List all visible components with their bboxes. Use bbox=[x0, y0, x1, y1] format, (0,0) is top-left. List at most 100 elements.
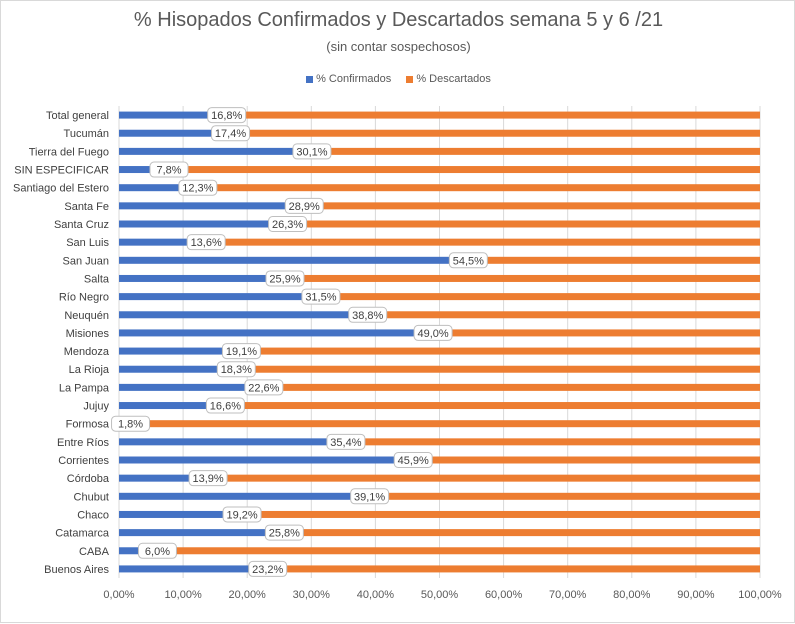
data-label: 31,5% bbox=[305, 292, 336, 304]
category-label: Corrientes bbox=[58, 455, 109, 467]
data-label: 45,9% bbox=[398, 455, 429, 467]
bar-confirmados bbox=[119, 293, 321, 301]
category-label: Catamarca bbox=[55, 528, 110, 540]
bar-descartados bbox=[197, 184, 760, 192]
bar-descartados bbox=[304, 202, 760, 210]
category-label: La Rioja bbox=[69, 364, 110, 376]
bar-descartados bbox=[287, 220, 760, 228]
bar-confirmados bbox=[119, 274, 286, 282]
category-label: Córdoba bbox=[67, 473, 110, 485]
bar-descartados bbox=[230, 129, 760, 137]
bar-descartados bbox=[369, 492, 760, 500]
data-label-box bbox=[207, 107, 247, 124]
bar-confirmados bbox=[119, 147, 312, 155]
bar-descartados bbox=[345, 438, 760, 446]
bar-confirmados bbox=[119, 402, 226, 410]
data-label-box bbox=[188, 470, 228, 487]
bar-confirmados bbox=[119, 456, 414, 464]
data-label-box bbox=[244, 379, 284, 396]
bar-confirmados bbox=[119, 202, 305, 210]
bar-confirmados bbox=[119, 474, 209, 482]
data-label-box bbox=[137, 542, 177, 559]
data-label-box bbox=[413, 324, 453, 341]
legend-swatch-descartados bbox=[406, 75, 414, 83]
bar-descartados bbox=[413, 456, 760, 464]
category-label: La Pampa bbox=[59, 382, 110, 394]
data-label-box bbox=[221, 343, 261, 360]
data-label: 19,2% bbox=[226, 509, 257, 521]
bar-descartados bbox=[267, 565, 760, 573]
category-label: Santa Cruz bbox=[54, 219, 109, 231]
data-label: 39,1% bbox=[354, 491, 385, 503]
data-label: 35,4% bbox=[330, 437, 361, 449]
data-label: 30,1% bbox=[296, 146, 327, 158]
x-tick-label: 50,00% bbox=[421, 589, 459, 601]
bar-descartados bbox=[226, 111, 761, 119]
bar-descartados bbox=[468, 256, 760, 264]
data-label: 13,6% bbox=[191, 237, 222, 249]
bar-confirmados bbox=[119, 565, 268, 573]
legend: % Confirmados % Descartados bbox=[1, 73, 795, 86]
chart-subtitle: (sin contar sospechosos) bbox=[326, 39, 471, 54]
data-label: 1,8% bbox=[118, 419, 143, 431]
bar-confirmados bbox=[119, 329, 434, 337]
data-label: 38,8% bbox=[352, 310, 383, 322]
category-label: Salta bbox=[84, 273, 110, 285]
bar-confirmados bbox=[119, 129, 231, 137]
data-label-box bbox=[216, 361, 256, 378]
x-tick-label: 100,00% bbox=[738, 589, 782, 601]
data-label: 19,1% bbox=[226, 346, 257, 358]
data-label-box bbox=[222, 506, 262, 523]
data-label-box bbox=[211, 125, 251, 142]
category-label: Total general bbox=[46, 110, 109, 122]
category-label: Jujuy bbox=[83, 401, 109, 413]
data-label-box bbox=[284, 197, 324, 214]
data-label: 26,3% bbox=[272, 219, 303, 231]
x-tick-label: 30,00% bbox=[293, 589, 331, 601]
data-label-box bbox=[326, 433, 366, 450]
category-label: Neuquén bbox=[64, 310, 109, 322]
legend-item-confirmados: % Confirmados bbox=[306, 73, 391, 85]
data-label-box bbox=[393, 452, 433, 468]
data-label: 16,8% bbox=[211, 110, 242, 122]
bar-descartados bbox=[208, 474, 760, 482]
data-label: 7,8% bbox=[156, 165, 181, 177]
data-label-box bbox=[268, 216, 308, 232]
bar-descartados bbox=[168, 166, 761, 174]
legend-label-descartados: % Descartados bbox=[416, 73, 491, 85]
data-label-box bbox=[111, 415, 151, 432]
chart-title: % Hisopados Confirmados y Descartados se… bbox=[133, 9, 664, 31]
bar-descartados bbox=[320, 293, 760, 301]
bar-descartados bbox=[241, 347, 760, 355]
bar-confirmados bbox=[119, 238, 207, 246]
bar-confirmados bbox=[119, 347, 242, 355]
bar-confirmados bbox=[119, 510, 243, 518]
data-label: 17,4% bbox=[215, 128, 246, 140]
legend-label-confirmados: % Confirmados bbox=[316, 73, 392, 85]
x-tick-label: 10,00% bbox=[164, 589, 202, 601]
category-label: Misiones bbox=[66, 328, 110, 340]
data-label: 25,8% bbox=[269, 528, 300, 540]
bar-descartados bbox=[311, 147, 760, 155]
data-label: 12,3% bbox=[182, 183, 213, 195]
category-label: Santa Fe bbox=[64, 201, 109, 213]
bar-descartados bbox=[130, 420, 761, 428]
data-label: 49,0% bbox=[417, 328, 448, 340]
bar-descartados bbox=[242, 510, 760, 518]
x-tick-label: 70,00% bbox=[549, 589, 587, 601]
legend-swatch-confirmados bbox=[306, 75, 314, 83]
x-tick-label: 90,00% bbox=[677, 589, 715, 601]
bar-descartados bbox=[225, 402, 760, 410]
category-label: Chubut bbox=[74, 491, 109, 503]
bar-descartados bbox=[284, 529, 760, 537]
category-label: San Juan bbox=[63, 255, 109, 267]
category-label: Entre Ríos bbox=[57, 437, 109, 449]
data-label-box bbox=[448, 252, 488, 269]
bar-confirmados bbox=[119, 220, 288, 228]
bar-confirmados bbox=[119, 111, 227, 119]
category-label: Buenos Aires bbox=[44, 564, 109, 576]
category-label: Santiago del Estero bbox=[13, 183, 109, 195]
data-label: 22,6% bbox=[248, 382, 279, 394]
data-label: 13,9% bbox=[192, 473, 223, 485]
